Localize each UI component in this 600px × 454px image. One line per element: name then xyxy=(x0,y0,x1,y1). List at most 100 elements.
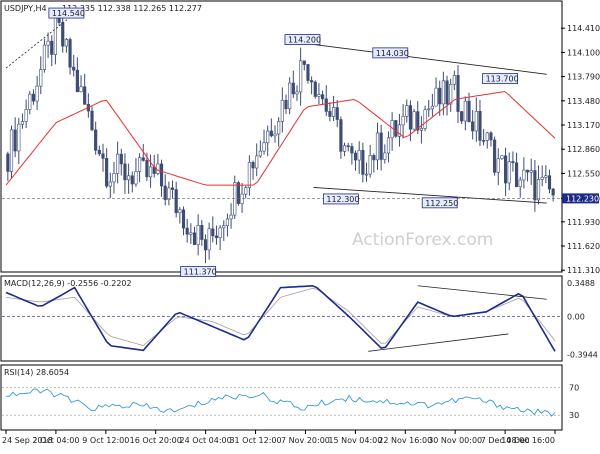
candle-body xyxy=(83,86,87,105)
candle-body xyxy=(262,142,266,152)
candle-body xyxy=(255,155,259,169)
candle-body xyxy=(522,169,526,181)
candle-body xyxy=(94,129,98,151)
candle-body xyxy=(42,44,47,70)
candle-body xyxy=(148,166,153,178)
candle-body xyxy=(159,163,164,187)
candle-body xyxy=(105,158,109,187)
candle-body xyxy=(533,170,537,201)
candle-body xyxy=(441,80,445,105)
price-ytick-label: 113.480 xyxy=(567,97,600,106)
xaxis-tick-label: 24 Sep 2018 xyxy=(2,436,53,445)
candle-body xyxy=(346,145,350,148)
price-ytick-label: 111.310 xyxy=(567,266,600,275)
candle-body xyxy=(258,150,262,157)
candle-body xyxy=(130,175,134,185)
candle-body xyxy=(467,100,471,123)
candle-body xyxy=(317,94,321,97)
xaxis-tick-label: 15 Nov 04:00 xyxy=(328,436,382,445)
candle-body xyxy=(496,158,500,173)
candle-body xyxy=(97,149,101,155)
candle-body xyxy=(196,225,200,245)
candle-body xyxy=(127,175,131,181)
candle-body xyxy=(75,69,79,93)
candle-body xyxy=(408,105,413,130)
price-annotation-box xyxy=(48,7,85,19)
candle-body xyxy=(269,130,273,137)
macd-signal-line xyxy=(5,287,556,346)
rsi-line xyxy=(5,388,556,417)
candle-body xyxy=(449,84,453,105)
candle-body xyxy=(353,152,358,161)
candle-body xyxy=(544,175,548,178)
symbol-label: USDJPY,H4 xyxy=(4,4,47,13)
xaxis-tick-label: 16 Oct 20:00 xyxy=(130,436,182,445)
candle-body xyxy=(170,187,175,190)
macd-title: MACD(12,26,9) -0.2556 -0.2202 xyxy=(4,279,132,288)
candle-body xyxy=(174,189,178,214)
candle-body xyxy=(116,153,120,174)
candle-body xyxy=(79,86,83,93)
candle-body xyxy=(233,182,237,216)
candle-body xyxy=(474,110,478,132)
candle-body xyxy=(405,105,409,117)
candle-body xyxy=(540,176,544,180)
candle-body xyxy=(361,150,365,175)
macd-panel-frame xyxy=(0,275,563,362)
candle-body xyxy=(460,111,464,122)
candle-body xyxy=(357,150,361,161)
candle-body xyxy=(229,214,233,220)
xaxis-tick-label: 7 Nov 20:00 xyxy=(281,436,330,445)
candle-body xyxy=(156,163,160,174)
current-price-tag xyxy=(562,193,599,204)
macd-lower-trendline xyxy=(368,333,509,352)
macd-upper-trendline xyxy=(417,285,547,300)
candle-body xyxy=(35,85,39,102)
candle-body xyxy=(299,60,303,93)
candle-body xyxy=(427,108,431,111)
price-annotation-box xyxy=(180,266,217,277)
candle-body xyxy=(456,75,460,112)
candle-body xyxy=(134,171,138,185)
candle-body xyxy=(200,225,204,240)
candle-body xyxy=(339,119,343,152)
candle-body xyxy=(9,129,14,172)
candle-body xyxy=(419,128,423,131)
price-ytick-label: 112.550 xyxy=(567,169,600,178)
candle-body xyxy=(306,64,310,81)
candle-body xyxy=(218,227,222,239)
candle-body xyxy=(123,163,127,181)
candle-body xyxy=(72,66,76,71)
candle-body xyxy=(504,155,508,184)
candle-body xyxy=(112,173,116,183)
ohlc-label: 112.335 112.338 112.265 112.277 xyxy=(62,4,202,13)
candle-body xyxy=(482,140,486,142)
price-ytick-label: 113.790 xyxy=(567,73,600,82)
candle-body xyxy=(203,239,208,251)
macd-ytick-label: -0.3944 xyxy=(567,351,598,360)
candle-body xyxy=(342,145,347,152)
candle-body xyxy=(50,40,54,55)
price-ytick-label: 114.410 xyxy=(567,24,600,33)
price-ytick-label: 112.860 xyxy=(567,145,600,154)
xaxis-tick-label: 24 Oct 04:00 xyxy=(180,436,232,445)
upper-trendline xyxy=(302,42,547,75)
candle-body xyxy=(302,60,306,65)
candle-body xyxy=(471,121,475,132)
candle-body xyxy=(310,80,314,83)
candle-body xyxy=(372,155,376,161)
candle-body xyxy=(478,110,482,141)
price-annotation-label: 112.300 xyxy=(326,195,359,204)
rsi-title: RSI(14) 28.6054 xyxy=(4,368,69,377)
candle-body xyxy=(507,161,511,184)
candle-body xyxy=(284,99,288,110)
candle-body xyxy=(383,152,387,160)
candle-body xyxy=(438,87,442,105)
candle-body xyxy=(511,161,515,164)
price-annotation-label: 114.540 xyxy=(52,9,85,18)
candle-body xyxy=(295,91,299,95)
candle-body xyxy=(430,105,434,110)
lower-trendline xyxy=(313,187,547,204)
moving-average-line xyxy=(5,90,556,186)
